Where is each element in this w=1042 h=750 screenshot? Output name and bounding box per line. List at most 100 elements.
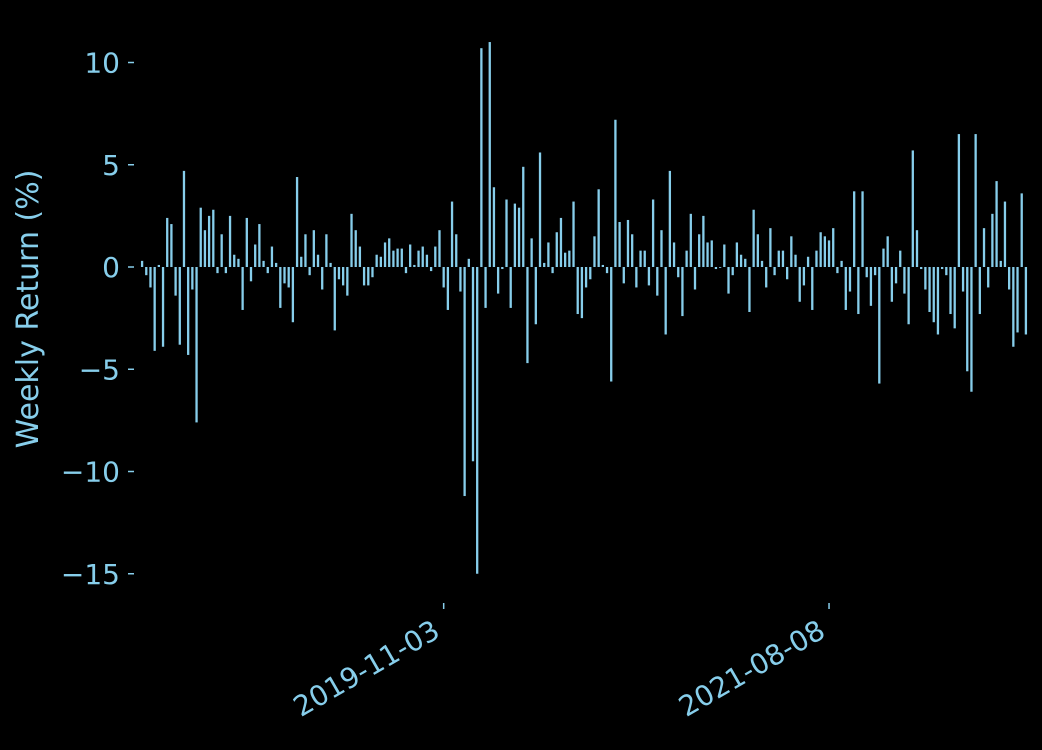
bar — [295, 177, 299, 267]
bar — [224, 267, 228, 274]
bar — [421, 246, 424, 267]
bar — [748, 267, 751, 312]
bar — [178, 267, 181, 345]
bar — [195, 267, 198, 423]
bar — [362, 267, 366, 286]
bar — [400, 248, 403, 267]
bar — [505, 199, 508, 267]
bar — [894, 267, 898, 284]
bar — [999, 260, 1002, 267]
bar — [718, 267, 722, 268]
y-tick-label: −15 — [61, 558, 120, 591]
bar — [886, 236, 889, 267]
bar — [915, 230, 919, 267]
bar — [928, 267, 931, 312]
bar — [559, 217, 563, 267]
bar — [182, 170, 186, 267]
bar — [744, 258, 747, 267]
bar — [534, 267, 537, 325]
x-axis: 2019-11-03 2021-08-08 — [288, 603, 831, 723]
bar — [287, 267, 290, 288]
bar — [622, 267, 625, 284]
bar — [706, 242, 709, 267]
bar — [325, 234, 328, 267]
bar — [140, 260, 144, 267]
bar — [932, 267, 935, 323]
bar — [832, 228, 835, 267]
bar — [283, 267, 286, 284]
bar — [480, 48, 483, 267]
bar — [237, 258, 240, 267]
bar — [220, 234, 223, 267]
bar — [274, 262, 278, 267]
bar — [270, 246, 274, 267]
bar — [342, 267, 345, 286]
bar — [379, 256, 382, 267]
bar — [383, 242, 387, 267]
bar — [216, 267, 219, 274]
bar — [769, 228, 772, 267]
bar — [1003, 201, 1007, 267]
bar — [375, 254, 378, 267]
bar — [940, 267, 944, 270]
y-tick-label: −5 — [79, 353, 120, 386]
bar — [455, 234, 458, 267]
bar — [157, 264, 160, 267]
bar — [547, 242, 550, 267]
bar — [463, 267, 466, 497]
bar — [857, 267, 860, 315]
bar — [174, 267, 177, 296]
bar — [367, 267, 370, 286]
bar — [153, 267, 156, 351]
bar — [266, 267, 269, 274]
bar — [739, 254, 743, 267]
bar — [329, 262, 332, 267]
bar — [878, 267, 881, 384]
bar — [1008, 267, 1011, 290]
bar — [1020, 193, 1023, 267]
bar — [291, 267, 295, 323]
bar — [212, 209, 215, 267]
bar — [643, 250, 646, 267]
y-tick-label: 0 — [102, 251, 120, 284]
bar — [404, 267, 408, 274]
bar — [584, 267, 588, 288]
bar — [438, 230, 441, 267]
y-tick-label: 10 — [84, 47, 120, 80]
bar — [396, 248, 399, 267]
bar — [790, 236, 793, 267]
bar — [417, 250, 420, 267]
bar — [961, 267, 965, 292]
bar — [207, 215, 211, 268]
bar — [781, 250, 785, 267]
bar — [337, 267, 341, 280]
bar — [501, 267, 504, 270]
bar — [802, 267, 806, 286]
bar — [509, 267, 512, 308]
bar — [651, 199, 655, 267]
bar — [945, 267, 948, 276]
bar — [161, 267, 165, 347]
bar — [166, 217, 169, 267]
bar — [572, 201, 575, 267]
bar — [735, 242, 739, 267]
bar — [714, 267, 718, 270]
bar — [899, 250, 902, 267]
bar — [149, 267, 152, 288]
bar — [698, 234, 701, 267]
x-tick-label: 2019-11-03 — [288, 613, 445, 723]
bar — [911, 150, 914, 267]
bar — [668, 170, 672, 267]
bar — [794, 254, 797, 267]
bar — [249, 267, 253, 282]
bar — [517, 207, 521, 267]
bar — [413, 264, 416, 267]
bar — [731, 267, 734, 276]
bar — [848, 267, 852, 292]
bar — [1012, 267, 1015, 347]
bar — [815, 250, 818, 267]
bar — [312, 230, 315, 267]
bar — [618, 222, 621, 267]
bar — [727, 267, 730, 294]
